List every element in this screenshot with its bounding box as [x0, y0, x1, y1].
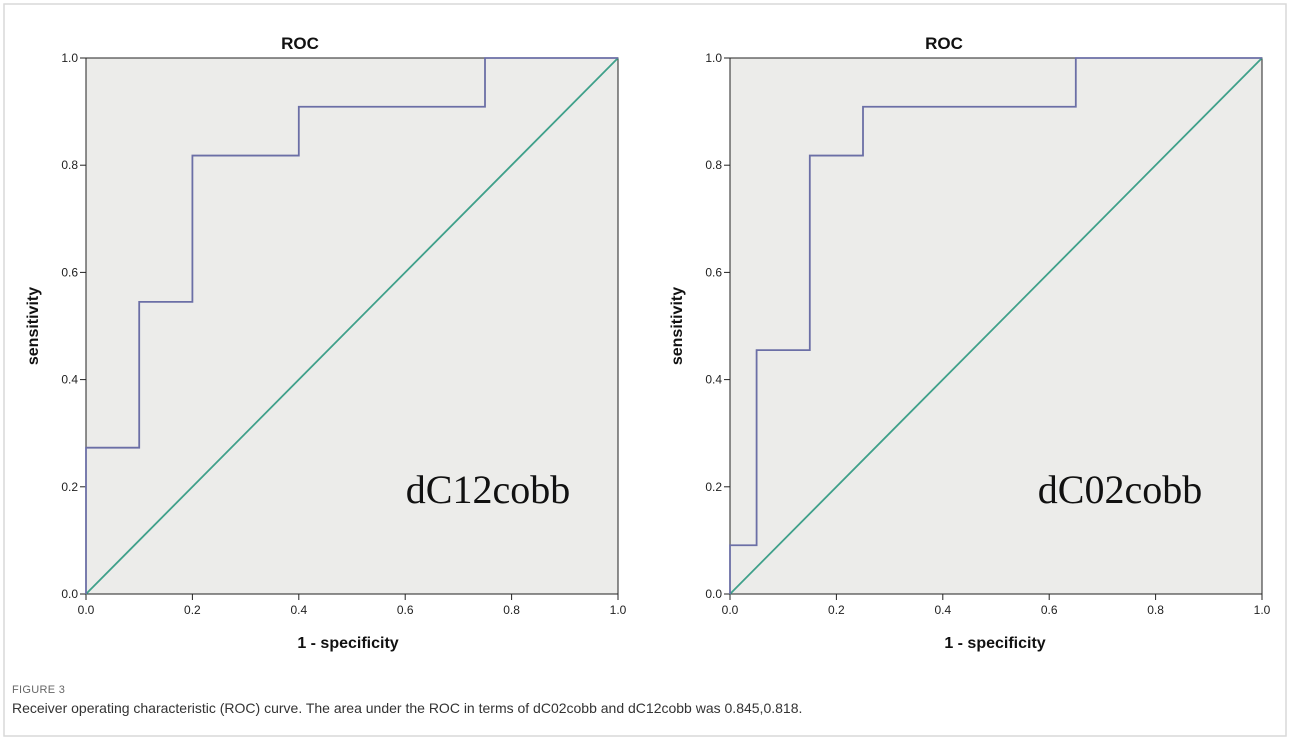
- variable-annotation: dC02cobb: [1038, 467, 1202, 512]
- y-tick-label: 0.0: [61, 587, 78, 601]
- y-tick-label: 0.6: [61, 265, 78, 279]
- x-tick-label: 0.8: [1147, 603, 1164, 617]
- y-tick-label: 0.4: [705, 373, 722, 387]
- x-tick-label: 0.0: [78, 603, 95, 617]
- y-tick-label: 0.0: [705, 587, 722, 601]
- y-axis: 0.0 0.2 0.4 0.6 0.8 1.0: [61, 51, 86, 601]
- caption-text: Receiver operating characteristic (ROC) …: [12, 700, 803, 716]
- chart-title: ROC: [925, 34, 963, 53]
- y-axis-label: sensitivity: [669, 287, 686, 365]
- x-tick-label: 1.0: [610, 603, 627, 617]
- roc-curve: [729, 57, 1262, 594]
- x-axis: 0.0 0.2 0.4 0.6 0.8 1.0: [722, 594, 1271, 617]
- y-tick-label: 1.0: [705, 51, 722, 65]
- y-tick-label: 0.8: [61, 158, 78, 172]
- y-tick-label: 0.8: [705, 158, 722, 172]
- x-tick-label: 0.2: [828, 603, 845, 617]
- x-axis: 0.0 0.2 0.4 0.6 0.8 1.0: [78, 594, 627, 617]
- y-tick-label: 0.2: [705, 480, 722, 494]
- x-tick-label: 0.2: [184, 603, 201, 617]
- x-tick-label: 0.4: [934, 603, 951, 617]
- roc-panel-right: ROC 0.0 0.2 0.4 0.6 0.8 1.0 0.0 0.2 0.4 0.6 0.8 1.…: [669, 34, 1271, 652]
- variable-annotation: dC12cobb: [406, 467, 570, 512]
- figure-caption: FIGURE 3 Receiver operating characterist…: [12, 684, 1282, 716]
- roc-curve: [85, 57, 618, 594]
- x-tick-label: 0.6: [1041, 603, 1058, 617]
- reference-diagonal-line: [729, 57, 1263, 595]
- x-tick-label: 1.0: [1254, 603, 1271, 617]
- x-tick-label: 0.4: [290, 603, 307, 617]
- x-tick-label: 0.6: [397, 603, 414, 617]
- y-tick-label: 0.6: [705, 265, 722, 279]
- y-tick-label: 0.2: [61, 480, 78, 494]
- y-axis-label: sensitivity: [25, 287, 42, 365]
- y-axis: 0.0 0.2 0.4 0.6 0.8 1.0: [705, 51, 730, 601]
- x-tick-label: 0.0: [722, 603, 739, 617]
- x-tick-label: 0.8: [503, 603, 520, 617]
- y-tick-label: 1.0: [61, 51, 78, 65]
- x-axis-label: 1 - specificity: [297, 635, 398, 652]
- x-axis-label: 1 - specificity: [944, 635, 1045, 652]
- figure-label: FIGURE 3: [12, 684, 66, 696]
- reference-diagonal-line: [85, 57, 619, 595]
- roc-panel-left: ROC 0.0 0.2 0.4 0.6 0.8 1.0 0.0 0.2 0.4 0.6 0.8 1.…: [25, 34, 627, 652]
- y-tick-label: 0.4: [61, 373, 78, 387]
- chart-title: ROC: [281, 34, 319, 53]
